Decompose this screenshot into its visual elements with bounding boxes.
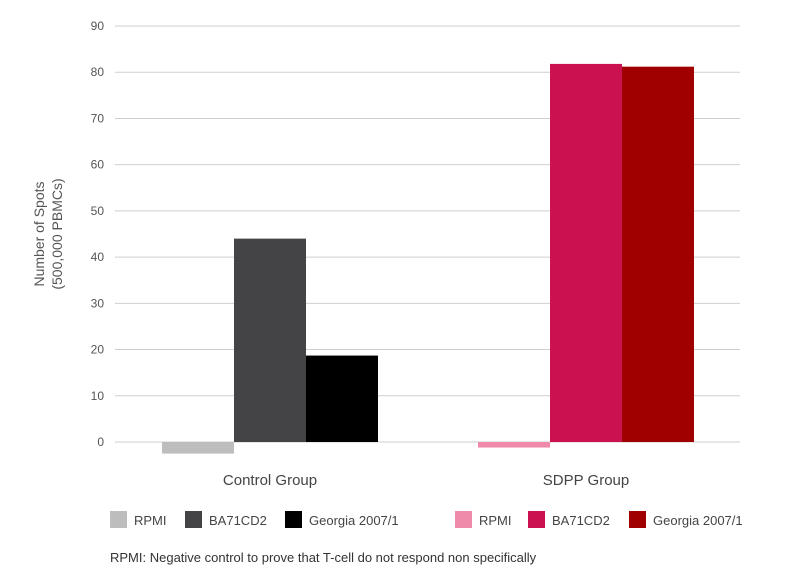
legend-label: RPMI — [134, 513, 167, 528]
legend-label: BA71CD2 — [209, 513, 267, 528]
legend-label: Georgia 2007/1 — [653, 513, 743, 528]
category-label: SDPP Group — [543, 472, 629, 489]
legend-swatch — [629, 511, 646, 528]
legend-swatch — [528, 511, 545, 528]
y-tick-label: 0 — [97, 435, 104, 449]
y-tick-label: 30 — [91, 296, 105, 310]
legend-label: Georgia 2007/1 — [309, 513, 399, 528]
gridlines — [115, 25, 740, 443]
bar-georgia-2007-1-1 — [622, 66, 694, 443]
category-label: Control Group — [223, 472, 317, 489]
bar-ba71cd2-1 — [550, 63, 622, 442]
y-axis-label: Number of Spots — [31, 181, 47, 286]
legend-swatch — [285, 511, 302, 528]
legend-swatch — [110, 511, 127, 528]
bar-georgia-2007-1-0 — [306, 355, 378, 442]
legend-swatch — [455, 511, 472, 528]
y-tick-label: 80 — [91, 65, 105, 79]
legend-label: RPMI — [479, 513, 512, 528]
y-tick-label: 90 — [91, 19, 105, 33]
bar-ba71cd2-0 — [234, 238, 306, 442]
y-tick-label: 20 — [91, 343, 105, 357]
y-tick-label: 60 — [91, 158, 105, 172]
bar-rpmi-1 — [478, 442, 550, 448]
y-axis-ticks: 0 10 20 30 40 50 60 70 80 90 — [91, 19, 105, 449]
legend: RPMI BA71CD2 Georgia 2007/1 RPMI BA71CD2 Geor… — [110, 511, 743, 528]
y-tick-label: 10 — [91, 389, 105, 403]
legend-label: BA71CD2 — [552, 513, 610, 528]
bars — [162, 63, 694, 454]
bar-rpmi-0 — [162, 442, 234, 454]
y-tick-label: 70 — [91, 111, 105, 125]
y-tick-label: 40 — [91, 250, 105, 264]
legend-swatch — [185, 511, 202, 528]
y-tick-label: 50 — [91, 204, 105, 218]
y-axis-label-line2: (500,000 PBMCs) — [49, 178, 65, 289]
category-labels: Control Group SDPP Group — [223, 472, 629, 489]
annotation-note: RPMI: Negative control to prove that T-c… — [110, 550, 537, 565]
